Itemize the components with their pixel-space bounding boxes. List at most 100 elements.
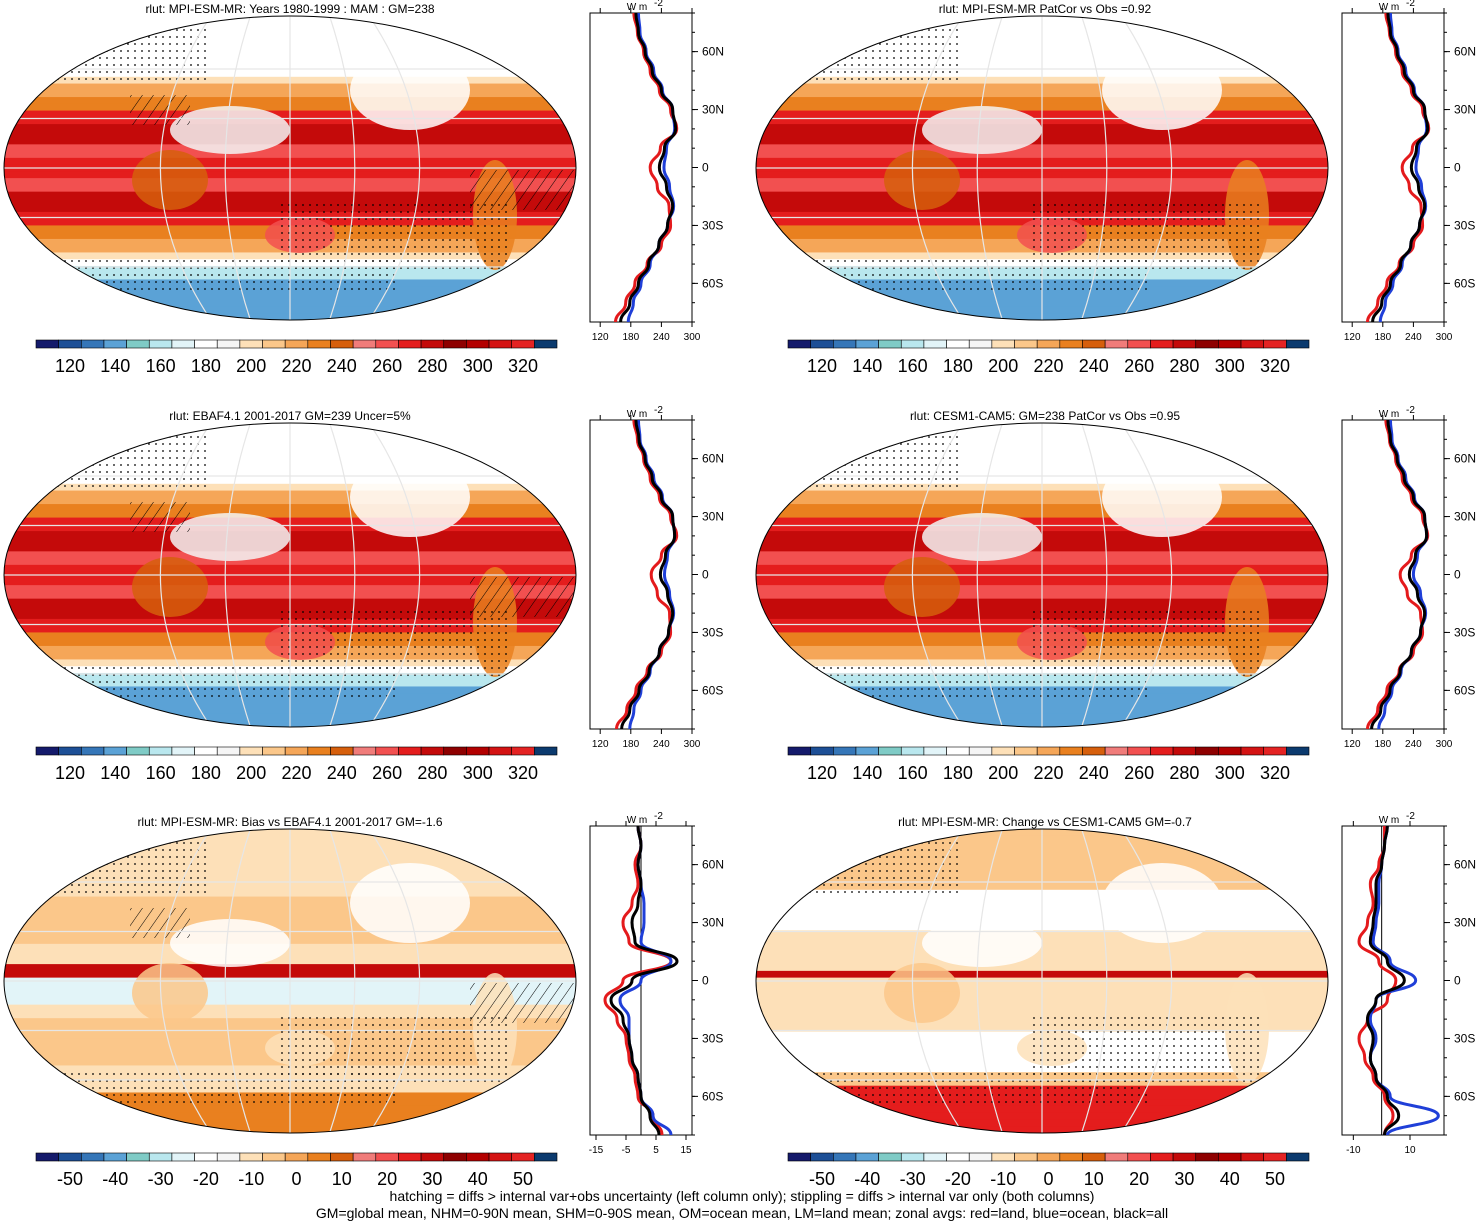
lat-tick-label: 60N bbox=[1454, 45, 1476, 59]
map-feature bbox=[884, 150, 960, 210]
colorbar: -50 -40 -30 -20 -10 0 10 20 30 40 50 bbox=[35, 1152, 558, 1189]
colorbar-swatch bbox=[466, 339, 490, 349]
colorbar-swatch bbox=[534, 746, 558, 756]
map-feature bbox=[884, 557, 960, 617]
colorbar-swatch bbox=[126, 746, 150, 756]
colorbar-swatch bbox=[1150, 1152, 1174, 1162]
colorbar-label: 300 bbox=[463, 356, 493, 376]
colorbar-swatch bbox=[352, 339, 377, 349]
panel-title: rlut: EBAF4.1 2001-2017 GM=239 Uncer=5% bbox=[169, 409, 411, 423]
zonal-profile: 60N 30N 0 30S 60S 120 180 240 300 W m -2 bbox=[589, 405, 724, 750]
colorbar-swatch bbox=[126, 339, 150, 349]
colorbar-swatch bbox=[239, 1152, 263, 1162]
map-feature bbox=[350, 457, 470, 537]
colorbar-label: 10 bbox=[332, 1169, 352, 1189]
colorbar-swatch bbox=[420, 1152, 445, 1162]
lat-tick-label: 30N bbox=[702, 510, 724, 524]
colorbar-swatch bbox=[1014, 746, 1038, 756]
graticule-meridian bbox=[159, 423, 212, 727]
zonal-unit-label: W m bbox=[1379, 2, 1400, 13]
colorbar-label: 0 bbox=[1043, 1169, 1053, 1189]
stipple-overlay bbox=[10, 838, 210, 898]
zonal-profile: 60N 30N 0 30S 60S 120 180 240 300 W m -2 bbox=[1341, 405, 1476, 750]
map-outline bbox=[755, 15, 1329, 321]
colorbar-swatch bbox=[1036, 746, 1061, 756]
colorbar-swatch bbox=[35, 1152, 59, 1162]
colorbar-swatch bbox=[923, 1152, 947, 1162]
map-feature bbox=[922, 513, 1042, 561]
graticule-meridian bbox=[224, 423, 251, 727]
colorbar-swatch bbox=[1127, 746, 1151, 756]
lat-tick-label: 30N bbox=[1454, 916, 1476, 930]
x-tick-label: 180 bbox=[1374, 739, 1391, 750]
colorbar-label: 240 bbox=[327, 356, 357, 376]
colorbar-swatch bbox=[855, 746, 879, 756]
graticule-meridian bbox=[1081, 16, 1108, 320]
colorbar-label: 260 bbox=[1124, 356, 1154, 376]
colorbar-swatch bbox=[1082, 746, 1106, 756]
lat-tick-label: 30N bbox=[702, 103, 724, 117]
colorbar-swatch bbox=[1218, 1152, 1242, 1162]
lat-tick-label: 0 bbox=[1454, 974, 1461, 988]
colorbar-label: -30 bbox=[148, 1169, 174, 1189]
colorbar-label: 200 bbox=[988, 356, 1018, 376]
colorbar-swatch bbox=[946, 339, 970, 349]
colorbar-label: 300 bbox=[1215, 356, 1245, 376]
lat-tick-label: 30S bbox=[702, 625, 723, 639]
colorbar-swatch bbox=[511, 1152, 535, 1162]
lat-tick-label: 0 bbox=[1454, 568, 1461, 582]
colorbar-swatch bbox=[991, 339, 1015, 349]
colorbar-swatch bbox=[968, 1152, 993, 1162]
colorbar-swatch bbox=[1150, 339, 1174, 349]
zonal-unit-label: W m bbox=[627, 409, 648, 420]
colorbar-swatch bbox=[488, 1152, 512, 1162]
colorbar-swatch bbox=[1059, 746, 1083, 756]
hatch-overlay bbox=[130, 95, 190, 125]
colorbar-swatch bbox=[1240, 746, 1264, 756]
colorbar-swatch bbox=[126, 1152, 150, 1162]
zonal-frame bbox=[589, 12, 693, 323]
lat-tick-label: 60S bbox=[1454, 1089, 1475, 1103]
colorbar-swatch bbox=[1104, 339, 1129, 349]
lat-tick-label: 30S bbox=[1454, 218, 1475, 232]
hatch-overlay bbox=[130, 502, 190, 532]
zonal-unit-exponent: -2 bbox=[1406, 811, 1415, 822]
colorbar-swatch bbox=[855, 339, 879, 349]
footnote-abbreviations: GM=global mean, NHM=0-90N mean, SHM=0-90… bbox=[316, 1205, 1168, 1221]
zonal-line-all bbox=[1371, 12, 1430, 323]
panel-title: rlut: MPI-ESM-MR: Years 1980-1999 : MAM … bbox=[145, 2, 434, 16]
map-feature bbox=[132, 963, 208, 1023]
colorbar-swatch bbox=[239, 339, 263, 349]
graticule-meridian bbox=[224, 16, 251, 320]
colorbar-swatch bbox=[466, 746, 490, 756]
colorbar-label: 220 bbox=[281, 356, 311, 376]
colorbar-label: 300 bbox=[1215, 763, 1245, 783]
colorbar-swatch bbox=[1240, 339, 1264, 349]
colorbar-swatch bbox=[171, 1152, 195, 1162]
stipple-overlay bbox=[40, 255, 400, 295]
x-tick-label: 120 bbox=[592, 332, 609, 343]
zonal-frame bbox=[1341, 12, 1445, 323]
colorbar-swatch bbox=[833, 1152, 857, 1162]
colorbar-swatch bbox=[148, 339, 173, 349]
colorbar-label: 280 bbox=[417, 356, 447, 376]
x-tick-label: 240 bbox=[653, 332, 670, 343]
colorbar-label: 20 bbox=[377, 1169, 397, 1189]
zonal-unit-label: W m bbox=[1379, 815, 1400, 826]
colorbar-swatch bbox=[420, 746, 445, 756]
zonal-line-land bbox=[1357, 826, 1398, 1136]
colorbar-swatch bbox=[1286, 746, 1310, 756]
colorbar-swatch bbox=[398, 746, 422, 756]
graticule-meridian bbox=[159, 829, 212, 1133]
colorbar-label: 120 bbox=[55, 356, 85, 376]
colorbar: 120 140 160 180 200 220 240 260 280 300 320 bbox=[35, 746, 558, 783]
panel-mpi-bias: 60N 30N 0 30S 60S -15 -5 5 15 W m -2 -50 -40 -30 -20 -1… bbox=[3, 811, 724, 1189]
colorbar-label: 180 bbox=[191, 763, 221, 783]
stipple-overlay bbox=[762, 432, 962, 492]
lat-tick-label: 60N bbox=[702, 858, 724, 872]
colorbar-label: 320 bbox=[1260, 356, 1290, 376]
colorbar-swatch bbox=[968, 746, 993, 756]
panel-title: rlut: CESM1-CAM5: GM=238 PatCor vs Obs =… bbox=[910, 409, 1180, 423]
colorbar-swatch bbox=[488, 746, 512, 756]
